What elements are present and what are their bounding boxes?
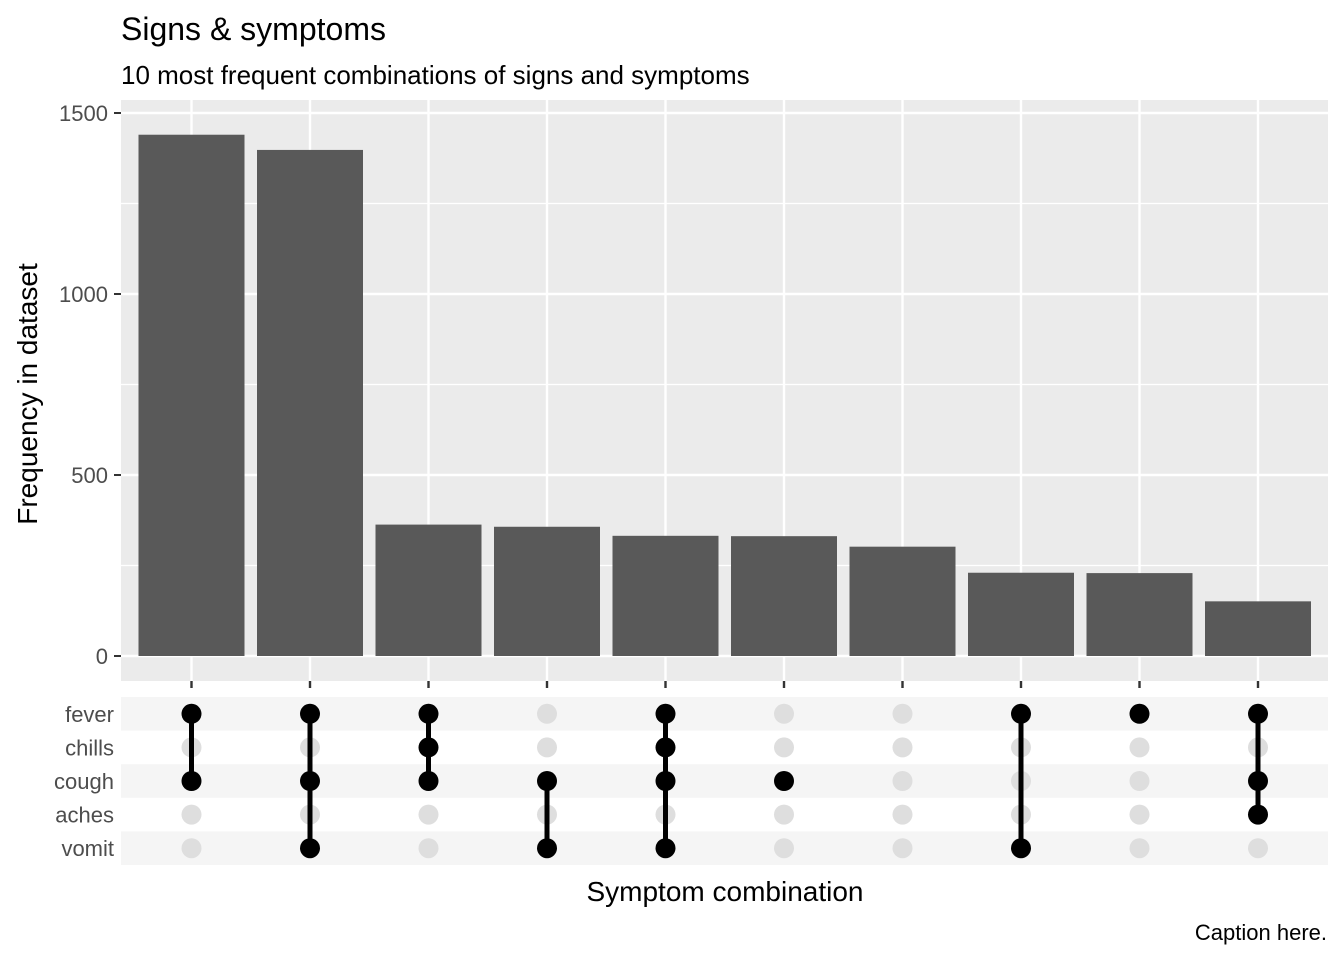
matrix-dot-active [418,737,439,758]
matrix-dot-inactive [892,804,913,825]
matrix-dot-active [181,771,202,791]
matrix-dot-inactive [1129,804,1150,825]
matrix-dot-inactive [537,737,557,758]
matrix-dot-inactive [418,838,439,859]
matrix-dot-inactive [181,838,202,859]
matrix-dot-active [181,703,202,724]
matrix-dot-active [537,771,557,791]
matrix-dot-inactive [1129,771,1150,791]
chart-caption: Caption here. [1195,920,1327,945]
x-axis-title: Symptom combination [586,876,863,907]
matrix-dot-active [537,838,557,859]
combination-matrix: fever chills cough aches vomit [54,697,1328,865]
matrix-dot-active [655,771,676,791]
matrix-dot-inactive [892,737,913,758]
bar [968,572,1074,656]
matrix-dot-inactive [418,804,439,825]
bar [138,134,245,657]
matrix-dot-inactive [774,804,794,825]
matrix-dot-inactive [774,703,794,724]
matrix-dot-inactive [892,703,913,724]
matrix-row-stripe [121,831,1328,865]
set-label: cough [54,769,114,794]
bar [375,524,482,656]
y-tick-label: 500 [71,463,108,488]
matrix-dot-inactive [181,804,202,825]
matrix-dot-active [300,838,320,859]
set-label: aches [55,803,114,828]
matrix-dot-active [1011,703,1031,724]
matrix-dot-inactive [537,703,557,724]
bars [138,134,1311,657]
matrix-dot-active [655,703,676,724]
matrix-dot-active [300,703,320,724]
matrix-dot-active [655,838,676,859]
matrix-row-stripe [121,764,1328,798]
y-axis-title: Frequency in dataset [12,263,43,525]
set-label: chills [65,735,114,760]
matrix-dot-inactive [774,737,794,758]
matrix-dot-active [1129,703,1150,724]
set-label: fever [65,702,114,727]
matrix-dot-active [418,703,439,724]
matrix-dot-inactive [1129,737,1150,758]
matrix-dot-inactive [774,838,794,859]
bar [612,535,719,656]
matrix-dot-active [1248,771,1268,791]
matrix-dot-inactive [1129,838,1150,859]
matrix-dot-active [1011,838,1031,859]
set-label: vomit [61,836,114,861]
matrix-row-stripe [121,697,1328,731]
bar [1205,601,1311,656]
bar [731,536,837,656]
matrix-dot-active [1248,703,1268,724]
y-tick-label: 1500 [59,101,108,126]
matrix-dot-inactive [892,838,913,859]
chart-title: Signs & symptoms [121,11,386,47]
matrix-dot-active [1248,804,1268,825]
bar [257,149,363,656]
y-tick-label: 0 [96,644,108,669]
bar [494,526,600,656]
matrix-dot-active [418,771,439,791]
matrix-dot-inactive [1248,838,1268,859]
bar [1086,573,1193,656]
y-axis: 0 500 1000 1500 [59,101,121,669]
matrix-dot-active [655,737,676,758]
chart-subtitle: 10 most frequent combinations of signs a… [121,60,750,90]
x-axis-ticks [190,681,1260,688]
matrix-dot-inactive [892,771,913,791]
y-tick-label: 1000 [59,282,108,307]
matrix-dot-active [300,771,320,791]
matrix-dot-active [774,771,794,791]
bar [849,546,956,656]
